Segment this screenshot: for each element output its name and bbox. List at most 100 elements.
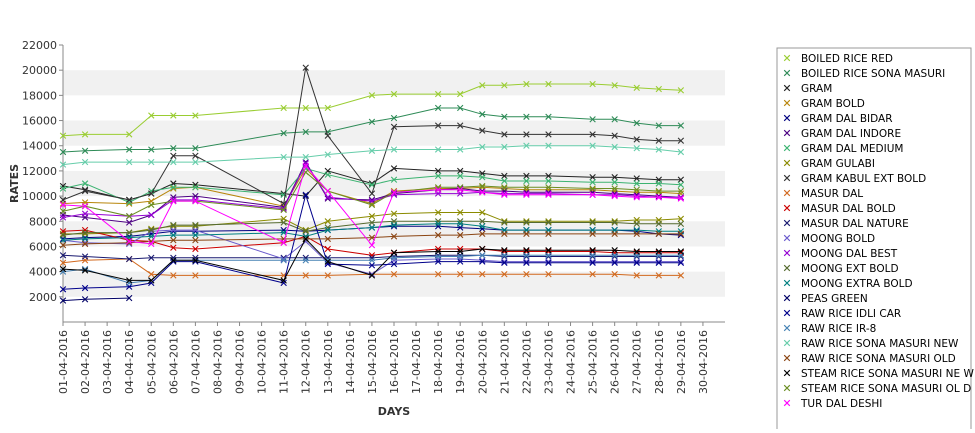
- x-tick-label: 25-04-2016: [587, 330, 600, 394]
- data-point: [434, 220, 442, 227]
- data-point: [126, 219, 133, 226]
- data-point: [677, 87, 685, 94]
- x-tick-label: 12-04-2016: [300, 330, 313, 394]
- legend-label: PEAS GREEN: [801, 293, 868, 305]
- data-point: [545, 218, 552, 225]
- legend-marker-icon: [783, 249, 791, 257]
- data-point: [501, 131, 508, 138]
- data-point: [81, 226, 89, 234]
- data-point: [457, 172, 464, 180]
- data-point: [59, 201, 67, 209]
- data-point: [457, 104, 464, 112]
- data-point: [611, 247, 618, 254]
- data-point: [677, 148, 685, 156]
- data-point: [677, 258, 685, 265]
- data-point: [523, 172, 530, 180]
- data-point: [677, 253, 685, 260]
- legend-label: RAW RICE IR-8: [801, 323, 876, 335]
- series-line: [62, 238, 681, 281]
- data-point: [126, 146, 133, 153]
- data-point: [677, 195, 685, 202]
- data-point: [611, 218, 618, 225]
- data-point: [589, 259, 596, 267]
- legend-item: GRAM: [783, 83, 832, 95]
- legend-label: RAW RICE SONA MASURI NEW: [801, 338, 959, 350]
- series-17: [59, 191, 685, 293]
- data-point: [479, 258, 486, 265]
- y-tick-label: 18000: [22, 89, 57, 102]
- data-point: [611, 185, 618, 192]
- series-19: [59, 142, 685, 168]
- legend-item: GRAM KABUL EXT BOLD: [783, 173, 926, 185]
- data-point: [655, 220, 662, 227]
- x-tick-label: 15-04-2016: [366, 330, 379, 394]
- data-point: [59, 297, 67, 304]
- data-point: [545, 80, 552, 88]
- data-point: [302, 233, 309, 240]
- data-point: [302, 191, 309, 199]
- data-point: [677, 181, 685, 188]
- y-tick-label: 4000: [29, 266, 57, 279]
- data-point: [677, 220, 685, 227]
- data-point: [192, 258, 199, 265]
- legend: BOILED RICE RED BOILED RICE SONA MASURI GR…: [776, 47, 974, 433]
- series-8: [59, 64, 685, 207]
- legend-label: MASUR DAL: [801, 188, 863, 200]
- data-point: [390, 210, 398, 217]
- data-point: [59, 214, 67, 221]
- data-point: [633, 253, 640, 260]
- series-line: [62, 107, 681, 153]
- data-point: [302, 104, 309, 112]
- data-point: [501, 247, 508, 254]
- x-tick-label: 29-04-2016: [675, 330, 688, 394]
- data-point: [280, 206, 287, 214]
- data-point: [192, 197, 199, 205]
- series-22: [59, 168, 685, 220]
- data-point: [611, 132, 618, 139]
- data-point: [390, 270, 398, 278]
- x-tick-label: 21-04-2016: [498, 330, 511, 394]
- data-point: [434, 122, 442, 129]
- data-point: [368, 92, 376, 99]
- data-point: [501, 184, 508, 191]
- x-tick-label: 13-04-2016: [322, 330, 335, 394]
- data-point: [126, 255, 133, 263]
- data-point: [390, 260, 398, 268]
- data-point: [324, 171, 331, 178]
- legend-item: GRAM DAL MEDIUM: [783, 143, 903, 155]
- data-point: [523, 218, 530, 225]
- series-14: [59, 218, 685, 239]
- data-point: [677, 176, 685, 183]
- data-point: [81, 202, 89, 210]
- data-point: [192, 272, 199, 279]
- data-point: [280, 229, 287, 236]
- data-point: [523, 190, 530, 197]
- data-point: [126, 213, 133, 220]
- data-point: [280, 279, 287, 287]
- data-point: [589, 142, 596, 149]
- x-tick-label: 28-04-2016: [653, 330, 666, 394]
- data-point: [457, 270, 464, 278]
- x-tick-label: 03-04-2016: [101, 330, 114, 394]
- data-point: [434, 104, 442, 112]
- data-point: [611, 174, 618, 181]
- data-point: [192, 257, 199, 264]
- data-point: [633, 84, 640, 91]
- legend-marker-icon: [783, 309, 791, 317]
- data-point: [126, 196, 133, 204]
- data-point: [324, 104, 331, 112]
- y-axis-title: RATES: [8, 164, 21, 203]
- legend-label: RAW RICE IDLI CAR: [801, 308, 901, 320]
- data-point: [501, 259, 508, 267]
- legend-marker-icon: [783, 99, 791, 107]
- data-point: [457, 231, 464, 239]
- x-tick-label: 07-04-2016: [189, 330, 202, 394]
- data-point: [148, 112, 155, 119]
- data-point: [633, 230, 640, 238]
- data-point: [523, 177, 530, 185]
- data-point: [457, 220, 464, 227]
- data-point: [501, 270, 508, 278]
- data-point: [545, 270, 552, 278]
- series-16: [59, 294, 133, 304]
- data-point: [545, 259, 552, 267]
